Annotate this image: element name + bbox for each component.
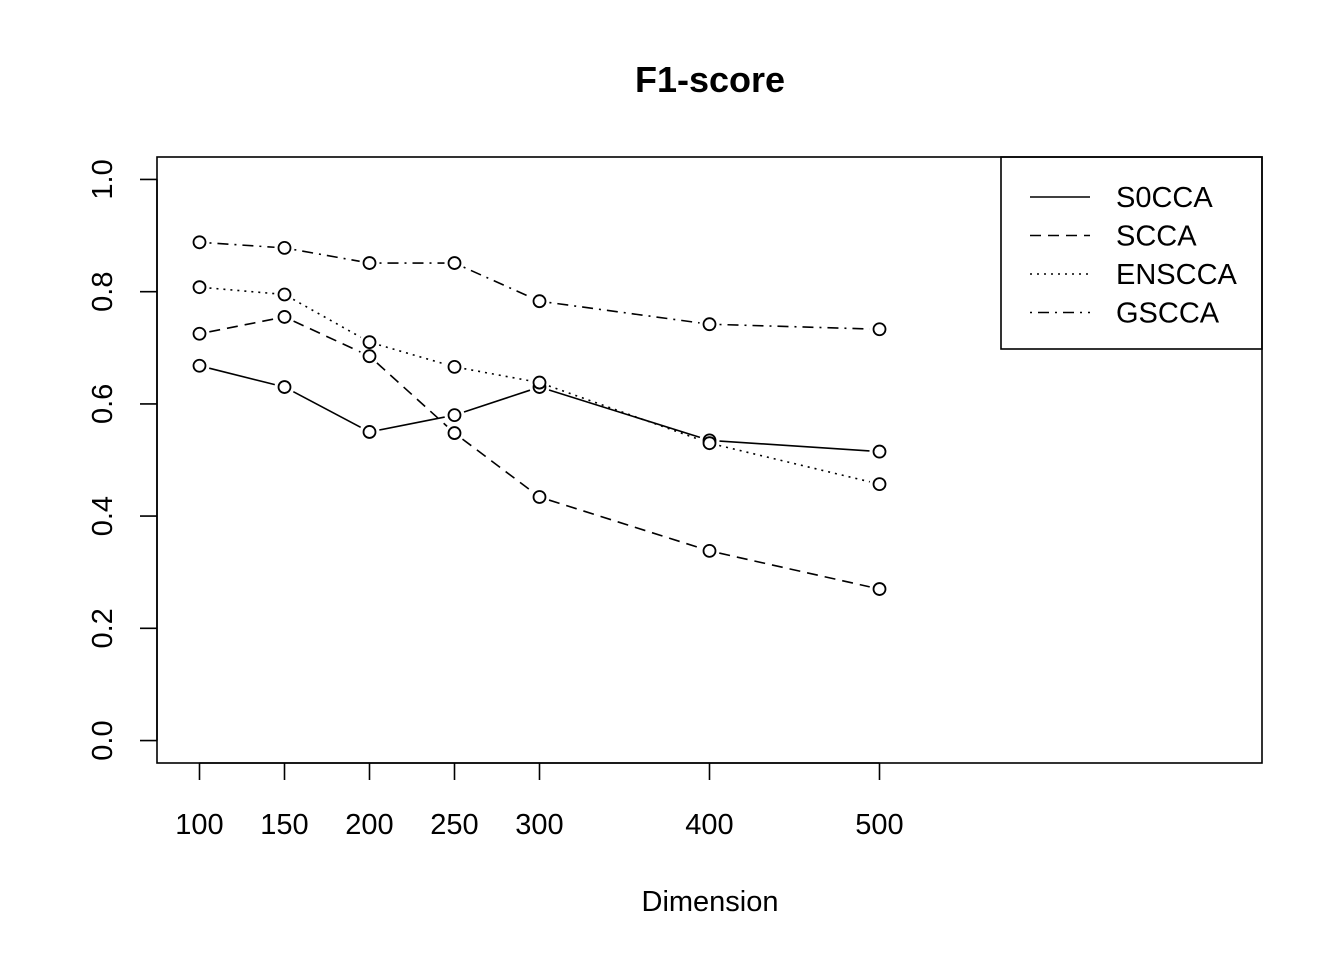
series-segment bbox=[209, 242, 275, 249]
series-segment bbox=[462, 438, 532, 492]
series-segment bbox=[294, 248, 360, 263]
legend-box bbox=[1000, 156, 1263, 350]
data-point bbox=[362, 256, 377, 270]
chart-title: F1-score bbox=[635, 59, 785, 100]
x-tick-label: 250 bbox=[430, 809, 478, 841]
legend: S0CCA SCCA ENSCCA GSCCA bbox=[1000, 156, 1263, 350]
data-point bbox=[277, 380, 292, 394]
y-tick-label: 0.0 bbox=[87, 720, 119, 760]
series-gscca bbox=[192, 235, 887, 337]
data-point bbox=[277, 287, 292, 302]
series-layer bbox=[192, 235, 887, 596]
data-point bbox=[532, 490, 547, 504]
series-segment bbox=[463, 389, 531, 413]
x-tick-label: 400 bbox=[685, 809, 733, 841]
data-point bbox=[277, 310, 292, 324]
data-point bbox=[447, 359, 462, 374]
series-segment bbox=[548, 499, 701, 549]
series-segment bbox=[378, 344, 446, 365]
x-axis-label: Dimension bbox=[642, 886, 779, 918]
data-point bbox=[192, 358, 207, 373]
data-point bbox=[362, 335, 377, 350]
series-scca bbox=[192, 310, 887, 596]
data-point bbox=[532, 375, 547, 390]
data-point bbox=[872, 477, 887, 492]
y-tick-label: 0.6 bbox=[87, 384, 119, 424]
data-point bbox=[872, 582, 887, 596]
series-segment bbox=[549, 301, 700, 324]
data-point bbox=[277, 240, 292, 255]
series-segment bbox=[719, 440, 870, 452]
y-tick-label: 0.8 bbox=[87, 272, 119, 312]
data-point bbox=[447, 426, 462, 440]
x-axis: 100 150 200 250 300 400 500 bbox=[175, 762, 904, 841]
series-segment bbox=[209, 287, 275, 295]
y-tick-label: 1.0 bbox=[87, 159, 119, 199]
x-tick-label: 200 bbox=[345, 809, 393, 841]
x-tick-label: 500 bbox=[855, 809, 903, 841]
series-segment bbox=[292, 298, 362, 338]
series-segment bbox=[464, 367, 530, 382]
data-point bbox=[362, 425, 377, 439]
plot-frame bbox=[156, 156, 1263, 764]
y-tick-label: 0.4 bbox=[87, 496, 119, 536]
data-point bbox=[702, 436, 717, 451]
x-tick-label: 300 bbox=[515, 809, 563, 841]
legend-label-scca: SCCA bbox=[1116, 221, 1197, 253]
series-segment bbox=[719, 323, 870, 330]
legend-label-enscca: ENSCCA bbox=[1116, 259, 1238, 291]
y-axis: 0.0 0.2 0.4 0.6 0.8 1.0 bbox=[87, 159, 158, 761]
data-point bbox=[192, 280, 207, 295]
series-segment bbox=[293, 320, 361, 353]
series-segment bbox=[376, 362, 448, 427]
series-segment bbox=[292, 391, 362, 428]
series-segment bbox=[209, 318, 275, 333]
data-point bbox=[192, 326, 207, 341]
data-point bbox=[532, 294, 547, 309]
series-segment bbox=[719, 444, 870, 483]
data-point bbox=[702, 317, 717, 332]
data-point bbox=[362, 349, 377, 364]
series-enscca bbox=[192, 280, 887, 492]
series-segment bbox=[719, 552, 870, 588]
data-point bbox=[192, 235, 207, 250]
legend-label-gscca: GSCCA bbox=[1116, 298, 1220, 330]
legend-label-s0cca: S0CCA bbox=[1116, 182, 1213, 214]
series-segment bbox=[548, 385, 701, 441]
y-tick-label: 0.2 bbox=[87, 608, 119, 648]
series-segment bbox=[548, 389, 701, 439]
data-point bbox=[872, 444, 887, 459]
x-tick-label: 100 bbox=[175, 809, 223, 841]
data-point bbox=[447, 408, 462, 423]
series-segment bbox=[463, 266, 531, 298]
series-s0cca bbox=[192, 358, 887, 459]
data-point bbox=[872, 322, 887, 337]
x-tick-label: 150 bbox=[260, 809, 308, 841]
series-segment bbox=[379, 416, 445, 431]
series-segment bbox=[209, 367, 275, 386]
data-point bbox=[702, 544, 717, 558]
data-point bbox=[447, 256, 462, 270]
